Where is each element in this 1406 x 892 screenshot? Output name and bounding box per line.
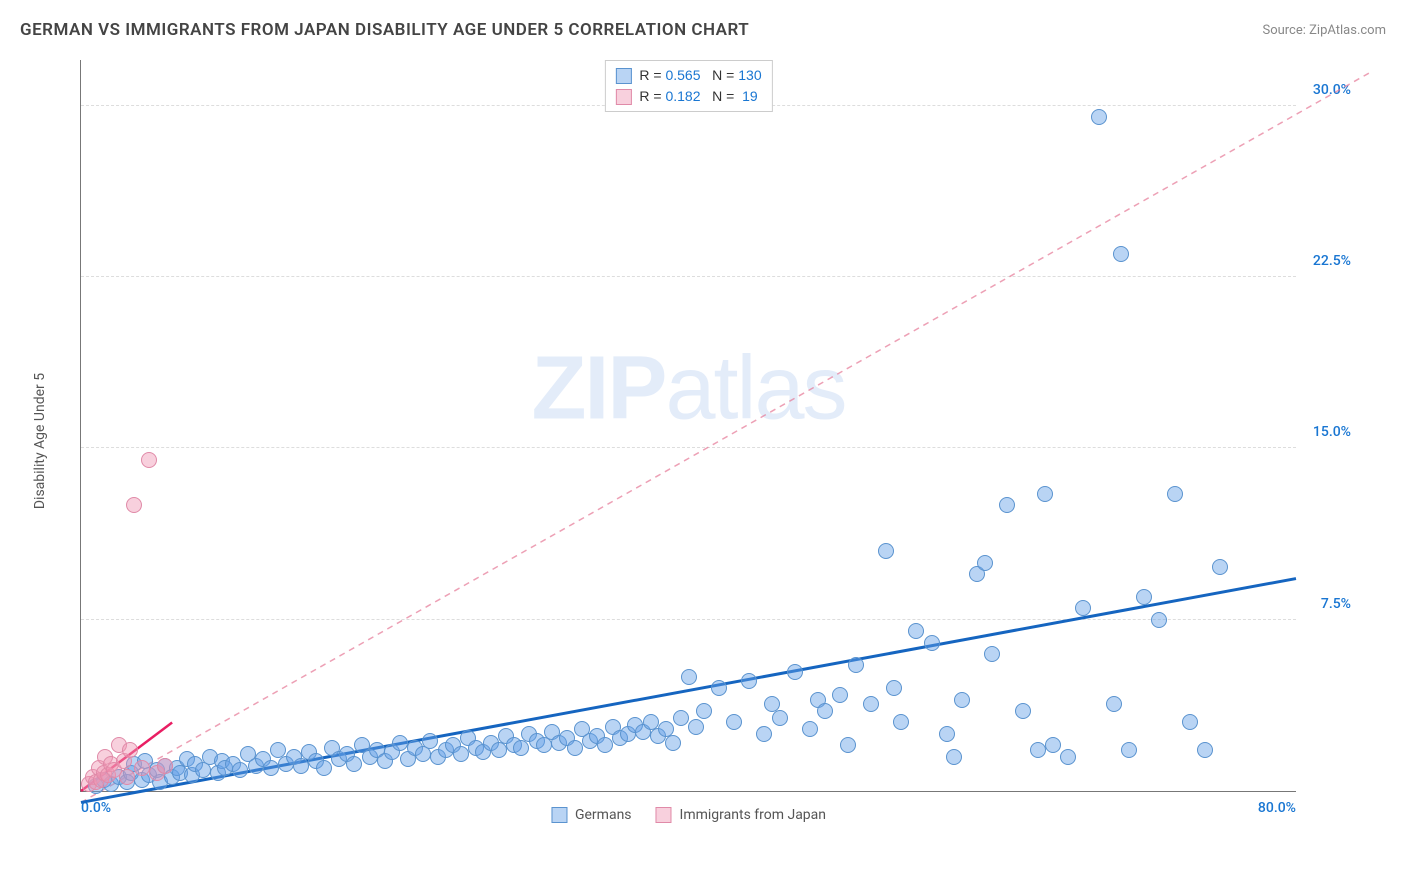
data-point	[536, 737, 552, 753]
data-point	[263, 760, 279, 776]
y-axis-label: Disability Age Under 5	[32, 373, 48, 509]
data-point	[316, 760, 332, 776]
data-point	[1091, 109, 1107, 125]
data-point	[863, 696, 879, 712]
correlation-legend: R = 0.565 N = 130R = 0.182 N = 19	[604, 60, 772, 112]
data-point	[832, 687, 848, 703]
legend-label: Germans	[575, 807, 632, 823]
legend-swatch	[615, 89, 631, 105]
data-point	[134, 760, 150, 776]
data-point	[939, 726, 955, 742]
correlation-text: R = 0.182 N = 19	[639, 86, 757, 107]
legend-swatch	[551, 807, 567, 823]
data-point	[681, 669, 697, 685]
data-point	[491, 742, 507, 758]
data-point	[1075, 600, 1091, 616]
data-point	[157, 758, 173, 774]
data-point	[597, 737, 613, 753]
data-point	[741, 673, 757, 689]
data-point	[293, 758, 309, 774]
legend-swatch	[615, 68, 631, 84]
data-point	[802, 721, 818, 737]
data-point	[924, 635, 940, 651]
data-point	[711, 680, 727, 696]
data-point	[772, 710, 788, 726]
data-point	[122, 742, 138, 758]
scatter-plot: ZIPatlas 7.5%15.0%22.5%30.0%0.0%80.0%R =…	[80, 60, 1296, 792]
data-point	[977, 555, 993, 571]
data-point	[1015, 703, 1031, 719]
data-point	[141, 452, 157, 468]
data-point	[392, 735, 408, 751]
chart-source: Source: ZipAtlas.com	[1262, 23, 1386, 38]
data-point	[1197, 742, 1213, 758]
data-point	[119, 769, 135, 785]
data-point	[817, 703, 833, 719]
data-point	[126, 497, 142, 513]
correlation-row: R = 0.565 N = 130	[615, 65, 761, 86]
chart-header: GERMAN VS IMMIGRANTS FROM JAPAN DISABILI…	[20, 20, 1386, 40]
data-point	[1182, 714, 1198, 730]
data-point	[422, 733, 438, 749]
legend-label: Immigrants from Japan	[680, 807, 826, 823]
data-point	[726, 714, 742, 730]
correlation-row: R = 0.182 N = 19	[615, 86, 761, 107]
data-point	[1136, 589, 1152, 605]
data-point	[1121, 742, 1137, 758]
data-point	[673, 710, 689, 726]
legend-item: Germans	[551, 807, 632, 823]
data-point	[1151, 612, 1167, 628]
data-point	[1037, 486, 1053, 502]
legend-item: Immigrants from Japan	[656, 807, 826, 823]
data-point	[453, 746, 469, 762]
data-point	[346, 756, 362, 772]
data-point	[513, 740, 529, 756]
data-point	[946, 749, 962, 765]
data-point	[665, 735, 681, 751]
data-point	[195, 762, 211, 778]
data-point	[848, 657, 864, 673]
data-point	[1106, 696, 1122, 712]
data-point	[787, 664, 803, 680]
data-point	[415, 746, 431, 762]
data-point	[688, 719, 704, 735]
data-point	[1060, 749, 1076, 765]
y-tick-label: 15.0%	[1313, 424, 1351, 440]
y-tick-label: 7.5%	[1321, 596, 1351, 612]
data-point	[1167, 486, 1183, 502]
data-point	[908, 623, 924, 639]
data-point	[567, 740, 583, 756]
data-point	[1045, 737, 1061, 753]
data-point	[756, 726, 772, 742]
x-tick-label: 80.0%	[1258, 800, 1296, 816]
legend-swatch	[656, 807, 672, 823]
trend-extension	[81, 71, 1372, 802]
data-point	[886, 680, 902, 696]
data-point	[954, 692, 970, 708]
y-tick-label: 22.5%	[1313, 253, 1351, 269]
data-point	[1030, 742, 1046, 758]
data-point	[232, 762, 248, 778]
data-point	[1212, 559, 1228, 575]
y-tick-label: 30.0%	[1313, 82, 1351, 98]
chart-title: GERMAN VS IMMIGRANTS FROM JAPAN DISABILI…	[20, 20, 749, 40]
data-point	[893, 714, 909, 730]
data-point	[984, 646, 1000, 662]
chart-container: Disability Age Under 5 ZIPatlas 7.5%15.0…	[50, 50, 1356, 832]
data-point	[878, 543, 894, 559]
correlation-text: R = 0.565 N = 130	[639, 65, 761, 86]
data-point	[999, 497, 1015, 513]
data-point	[1113, 246, 1129, 262]
series-legend: Germans Immigrants from Japan	[551, 807, 826, 823]
data-point	[840, 737, 856, 753]
data-point	[696, 703, 712, 719]
